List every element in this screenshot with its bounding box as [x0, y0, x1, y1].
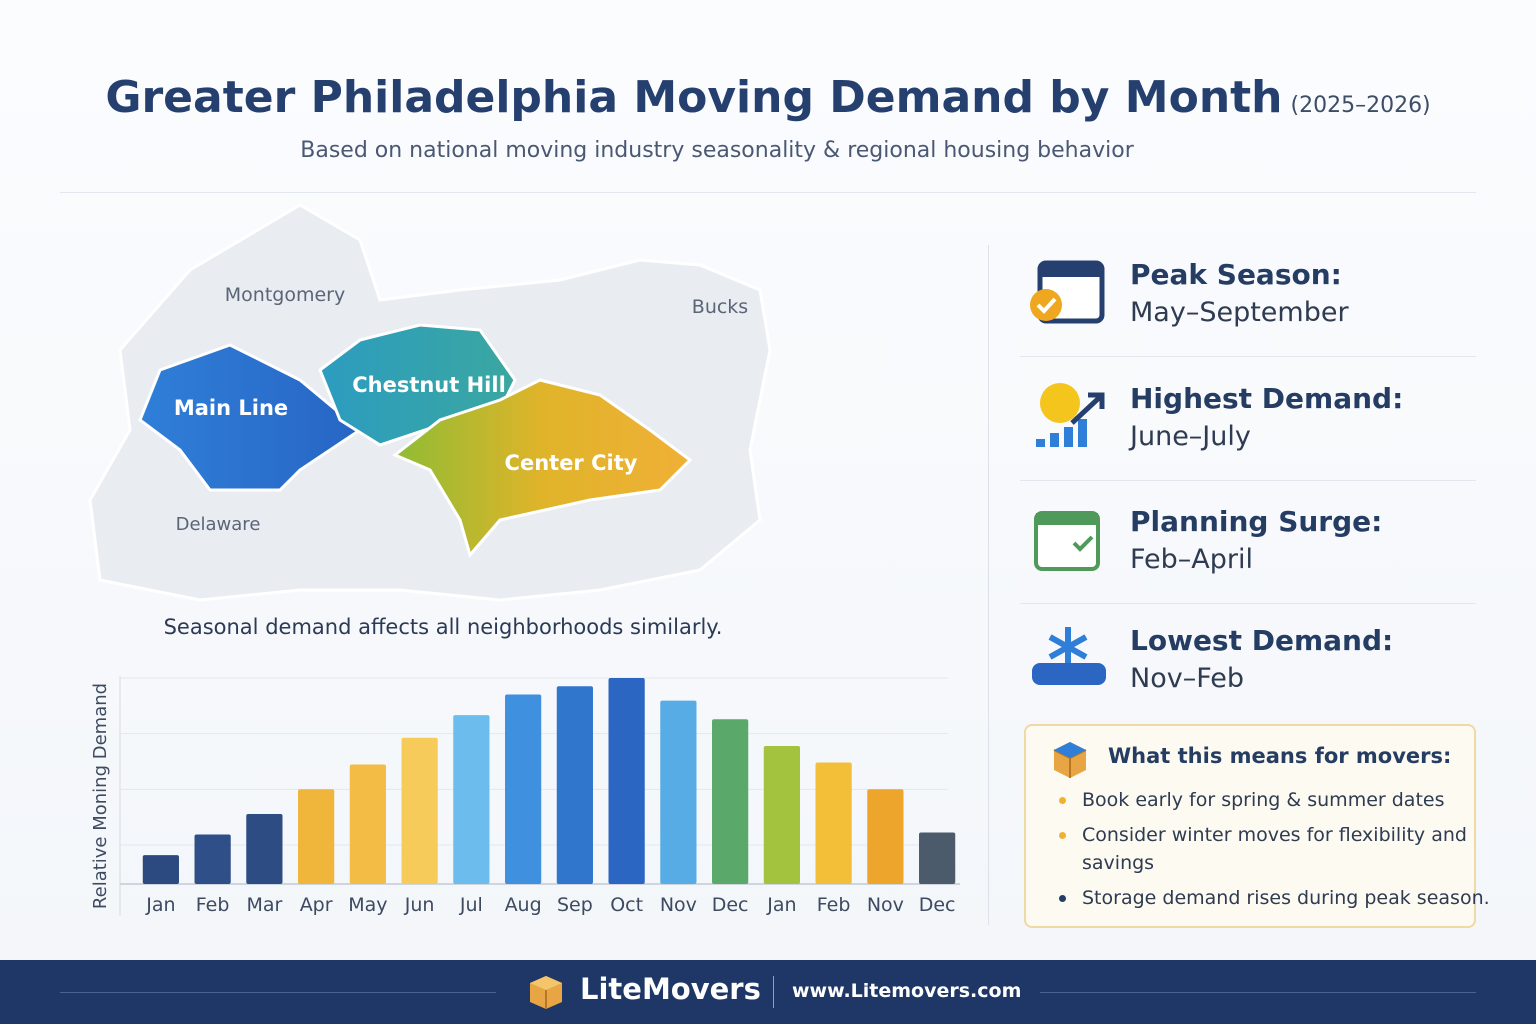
snow-icon — [1032, 663, 1106, 685]
icons — [1030, 260, 1106, 685]
center-city-region — [392, 378, 693, 559]
bars-icon — [1078, 419, 1087, 447]
bar — [246, 813, 283, 884]
x-tick-label: Feb — [196, 894, 230, 916]
x-tick-label: Mar — [246, 894, 282, 916]
highlight: Lowest Demand: Nov–Feb — [1130, 624, 1393, 694]
logo-icon — [530, 976, 562, 1009]
x-tick-label: Dec — [919, 894, 956, 916]
x-tick-label: Jan — [145, 894, 175, 916]
bar — [608, 678, 645, 884]
divider — [988, 245, 989, 925]
region-label: Center City — [505, 451, 638, 475]
x-tick-label: Jun — [404, 894, 435, 916]
x-tick-label: May — [348, 894, 387, 916]
county-label: Bucks — [692, 296, 748, 318]
x-tick-label: Jan — [766, 894, 796, 916]
bar — [919, 832, 956, 884]
bar — [660, 700, 697, 884]
divider — [60, 192, 1476, 193]
highlight-value: Nov–Feb — [1130, 663, 1244, 694]
snow-icon — [1048, 627, 1088, 667]
map-chart: Montgomery Bucks Delaware Main Line Ches… — [88, 203, 960, 916]
bar — [712, 719, 749, 884]
region-label: Chestnut Hill — [352, 373, 506, 397]
url: www.Litemovers.com — [792, 980, 1022, 1002]
title-row: Greater Philadelphia Moving Demand by Mo… — [0, 72, 1536, 123]
county-label: Montgomery — [225, 284, 345, 306]
calendar-icon — [1036, 513, 1098, 525]
bullet: Consider winter moves for flexibility an… — [1059, 821, 1492, 877]
bullet: Book early for spring & summer dates — [1059, 786, 1492, 814]
subtitle: Based on national moving industry season… — [300, 138, 1134, 163]
footer-separator — [773, 976, 774, 1008]
bullet: Storage demand rises during peak season. — [1059, 884, 1492, 912]
check-icon — [1030, 289, 1062, 321]
county-label: Delaware — [176, 514, 261, 535]
movers-box: What this means for movers: Book early f… — [1024, 724, 1490, 928]
divider — [1020, 480, 1476, 481]
x-tick-label: Apr — [300, 894, 333, 916]
alert-icon — [1040, 383, 1080, 423]
main-line-region — [138, 343, 363, 492]
footer-rule — [60, 992, 496, 993]
title: Greater Philadelphia Moving Demand by Mo… — [105, 72, 1283, 123]
years: (2025–2026) — [1290, 93, 1431, 118]
arrow-icon — [1070, 392, 1105, 425]
region-label: Main Line — [174, 396, 288, 420]
box-title: What this means for movers: — [1108, 744, 1452, 768]
y-axis-label: Relative Moning Demand — [90, 683, 111, 909]
highlight-title: Highest Demand: — [1130, 382, 1404, 415]
x-tick-label: Sep — [557, 894, 593, 916]
highlight-title: Peak Season: — [1130, 258, 1342, 291]
bar — [401, 737, 438, 884]
x-tick-label: Nov — [867, 894, 904, 916]
brand: LiteMovers — [580, 972, 761, 1006]
x-tick-label: Feb — [817, 894, 851, 916]
bar — [556, 686, 593, 884]
check-icon — [1072, 535, 1094, 552]
footer — [0, 960, 1536, 1024]
divider — [1020, 356, 1476, 357]
map-caption: Seasonal demand affects all neighborhood… — [164, 615, 723, 639]
bar — [298, 789, 335, 884]
highlight: Planning Surge: Feb–April — [1130, 505, 1382, 575]
highlight-title: Planning Surge: — [1130, 505, 1383, 538]
bar — [763, 745, 800, 884]
calendar-icon — [1040, 263, 1102, 277]
x-tick-label: Jul — [459, 894, 483, 916]
x-tick-label: Aug — [505, 894, 542, 916]
bars-icon — [1036, 439, 1045, 447]
x-tick-label: Oct — [610, 894, 643, 916]
bar — [505, 694, 542, 884]
highlight: Peak Season: May–September — [1130, 258, 1349, 328]
divider — [1020, 603, 1476, 604]
bars-icon — [1064, 427, 1073, 447]
bar — [867, 789, 904, 884]
x-tick-label: Dec — [712, 894, 749, 916]
footer-rule — [1040, 992, 1476, 993]
bar — [194, 834, 231, 884]
bar — [815, 762, 852, 884]
bars-icon — [1050, 433, 1059, 447]
highlight-value: June–July — [1130, 421, 1251, 452]
x-tick-label: Nov — [660, 894, 697, 916]
check-icon — [1036, 297, 1057, 314]
bar — [349, 764, 386, 884]
highlight-value: May–September — [1130, 297, 1349, 328]
highlight-value: Feb–April — [1130, 544, 1254, 575]
highlight-title: Lowest Demand: — [1130, 624, 1394, 657]
bar — [453, 715, 490, 884]
highlight: Highest Demand: June–July — [1130, 382, 1403, 452]
bullet-list: Book early for spring & summer dates Cons… — [1059, 786, 1492, 919]
bar — [142, 855, 179, 884]
box-icon — [1053, 742, 1087, 778]
